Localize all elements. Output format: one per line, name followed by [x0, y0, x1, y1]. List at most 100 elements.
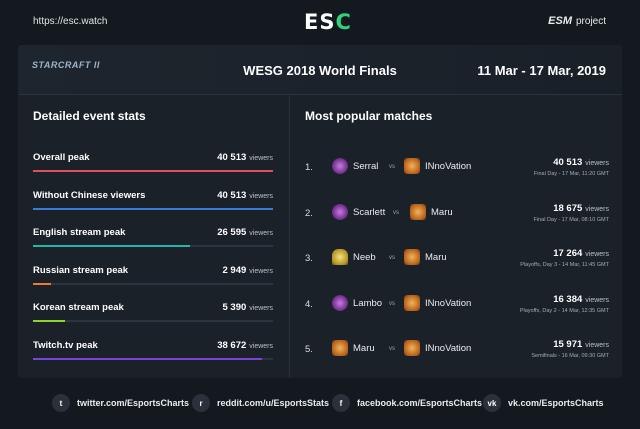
stat-label: Russian stream peak — [33, 264, 129, 276]
player-two-name: INnoVation — [425, 343, 472, 354]
esc-logo[interactable]: ESC — [304, 10, 352, 34]
stat-label: Without Chinese viewers — [33, 189, 146, 201]
logo-letter-c: C — [335, 10, 352, 34]
stat-bar-track — [33, 320, 273, 322]
social-link-text: facebook.com/EsportsCharts — [357, 398, 483, 408]
stat-unit: viewers — [249, 155, 273, 162]
stat-row: Russian stream peak 2 949 viewers — [33, 265, 273, 295]
stat-label: English stream peak — [33, 227, 126, 238]
match-date: Playoffs, Day 3 - 14 Mar, 11:45 GMT — [520, 262, 609, 268]
starcraft-logo: STARCRAFT II — [32, 60, 100, 70]
match-rank: 2. — [305, 207, 313, 219]
match-row[interactable]: 2. Scarlett vs Maru 18 675 viewers Final Day -… — [305, 201, 609, 237]
stat-bar-track — [33, 245, 273, 247]
facebook-icon: f — [332, 394, 350, 412]
stat-unit: viewers — [249, 267, 273, 275]
social-footer: t twitter.com/EsportsCharts r reddit.com/u/… — [0, 388, 640, 418]
stat-row: English stream peak 26 595 viewers — [33, 227, 273, 257]
player-two-name: INnoVation — [425, 297, 472, 309]
stats-section-title: Detailed event stats — [33, 109, 146, 123]
stat-bar-track — [33, 282, 273, 285]
match-row[interactable]: 3. Neeb vs Maru 17 264 viewers Playoffs, Day 3… — [305, 246, 609, 282]
player-one-name: Maru — [353, 343, 375, 354]
stat-bar-track — [33, 207, 273, 210]
protoss-icon — [332, 249, 348, 265]
stat-bar-fill — [33, 282, 51, 285]
stat-unit: viewers — [249, 342, 273, 350]
match-unit: viewers — [585, 160, 609, 167]
stat-value: 40 513 viewers — [217, 152, 273, 163]
stat-bar-track — [33, 170, 273, 172]
match-date: Final Day - 17 Mar, 08:10 GMT — [533, 216, 610, 223]
match-viewers: 16 384 viewers — [553, 293, 609, 305]
player-one-name: Scarlett — [353, 206, 386, 218]
match-date: Semifinals - 16 Mar, 09:30 GMT — [531, 353, 609, 359]
match-unit: viewers — [585, 205, 609, 213]
stat-bar-fill — [33, 357, 263, 360]
terran-icon — [404, 294, 420, 311]
stat-row: Overall peak 40 513 viewers — [33, 152, 273, 182]
stat-row: Without Chinese viewers 40 513 viewers — [33, 190, 273, 220]
terran-icon — [404, 158, 420, 174]
project-label: project — [575, 16, 606, 27]
player-one-name: Neeb — [353, 252, 376, 263]
player-one-name: Serral — [353, 161, 379, 172]
stat-value: 38 672 viewers — [217, 339, 273, 351]
stat-bar-fill — [33, 320, 65, 322]
logo-letter-e: E — [304, 10, 320, 34]
match-viewers: 40 513 viewers — [553, 157, 609, 168]
match-rank: 1. — [305, 162, 313, 173]
stat-unit: viewers — [249, 305, 273, 312]
event-header: STARCRAFT II WESG 2018 World Finals 11 M… — [18, 45, 622, 95]
stat-value: 26 595 viewers — [217, 227, 273, 238]
match-row[interactable]: 1. Serral vs INnoVation 40 513 viewers Final D… — [305, 155, 609, 191]
terran-icon — [404, 340, 420, 356]
match-rank: 5. — [305, 344, 313, 355]
match-viewers: 18 675 viewers — [553, 202, 609, 214]
player-one-name: Lambo — [353, 297, 383, 309]
stat-label: Korean stream peak — [33, 302, 124, 313]
match-viewers: 15 971 viewers — [553, 339, 609, 350]
player-two-name: Maru — [431, 206, 453, 218]
social-link-text: vk.com/EsportsCharts — [508, 398, 604, 408]
terran-icon — [410, 203, 426, 220]
social-link-text: reddit.com/u/EsportsStats — [217, 398, 330, 408]
player-two-name: Maru — [425, 252, 447, 263]
vk-icon: vk — [483, 394, 501, 412]
player-two-name: INnoVation — [425, 161, 472, 172]
reddit-icon: r — [192, 394, 210, 412]
terran-icon — [332, 340, 348, 356]
stat-row: Korean stream peak 5 390 viewers — [33, 302, 273, 332]
match-row[interactable]: 4. Lambo vs INnoVation 16 384 viewers Playoffs… — [305, 292, 609, 328]
match-row[interactable]: 5. Maru vs INnoVation 15 971 viewers Semifinal… — [305, 337, 609, 373]
event-panel: STARCRAFT II WESG 2018 World Finals 11 M… — [18, 45, 622, 378]
vs-label: vs — [389, 164, 395, 170]
stat-value: 2 949 viewers — [222, 264, 273, 276]
social-link-text: twitter.com/EsportsCharts — [77, 398, 190, 408]
stat-unit: viewers — [249, 192, 273, 200]
zerg-icon — [332, 158, 348, 174]
stat-bar-fill — [33, 170, 273, 172]
site-url-link[interactable]: https://esc.watch — [33, 16, 108, 27]
esm-logo: ESM — [548, 15, 572, 27]
top-bar: https://esc.watch ESC ESM project — [0, 0, 640, 44]
vs-label: vs — [393, 209, 399, 216]
vs-label: vs — [389, 255, 395, 261]
matches-section-title: Most popular matches — [305, 109, 433, 123]
terran-icon — [404, 249, 420, 265]
zerg-icon — [332, 203, 348, 220]
vs-label: vs — [389, 346, 395, 352]
stat-bar-track — [33, 357, 273, 360]
stat-unit: viewers — [249, 230, 273, 237]
column-divider — [289, 95, 290, 378]
event-dates: 11 Mar - 17 Mar, 2019 — [477, 63, 606, 78]
match-unit: viewers — [585, 251, 609, 258]
esm-project-brand[interactable]: ESM project — [548, 15, 606, 27]
event-title: WESG 2018 World Finals — [243, 63, 397, 78]
match-unit: viewers — [585, 342, 609, 349]
stat-bar-fill — [33, 245, 191, 247]
stat-label: Overall peak — [33, 152, 90, 163]
stat-value: 5 390 viewers — [222, 302, 273, 313]
match-date: Playoffs, Day 2 - 14 Mar, 12:35 GMT — [519, 307, 609, 314]
match-rank: 3. — [305, 253, 313, 264]
